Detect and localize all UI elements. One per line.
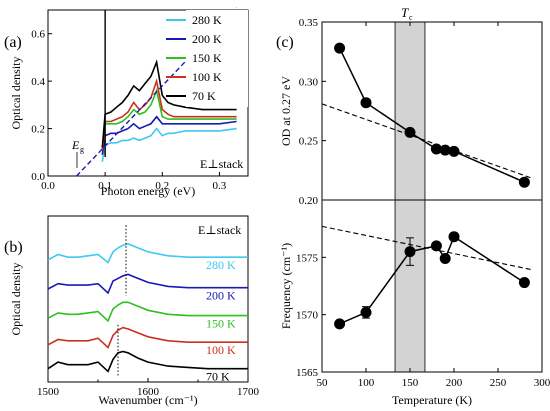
series-label: 100 K <box>206 343 236 357</box>
panel-a-ticks: 0.0 0.1 0.2 0.3 0.0 0.2 0.4 0.6 <box>31 29 227 192</box>
panel-c-frame <box>321 21 543 373</box>
panel-c-series <box>321 42 534 330</box>
panel-b-label: (b) <box>4 239 23 256</box>
data-point <box>360 306 372 318</box>
x-tick-label: 0.2 <box>155 180 169 192</box>
series-label: 280 K <box>206 258 236 272</box>
series-line <box>47 243 248 264</box>
y-tick-label: 1570 <box>296 310 319 322</box>
data-point <box>334 42 346 54</box>
panel-a-series <box>76 7 238 177</box>
y-tick-label: 0.30 <box>299 76 319 88</box>
data-point <box>430 143 442 155</box>
panel-b-ylabel: Optical density <box>9 263 23 336</box>
panel-a-legend: 280 K 200 K 150 K 100 K 70 K <box>166 10 248 107</box>
panel-c: 50 100 150 200 250 300 0.20 0.25 0.30 0.35 1565 157… <box>276 5 550 407</box>
y-tick-label: 0.4 <box>31 76 45 88</box>
panel-a-xlabel: Photon energy (eV) <box>101 184 195 198</box>
data-point <box>360 97 372 109</box>
x-tick-label: 0.3 <box>213 180 227 192</box>
legend-label: 280 K <box>192 13 222 27</box>
panel-b: 1500 1600 1700 (b) Wavenumber (cm⁻¹) Optic… <box>4 215 260 407</box>
data-line <box>338 47 525 183</box>
panel-b-series-labels: 280 K 200 K 150 K 100 K 70 K <box>206 258 236 384</box>
panel-b-series <box>47 225 248 376</box>
panel-b-xlabel: Wavenumber (cm⁻¹) <box>98 393 197 407</box>
y-tick-label: 0.0 <box>31 171 45 183</box>
x-tick-label: 200 <box>446 377 463 389</box>
gap-label-sub: g <box>80 145 84 154</box>
tc-band <box>394 21 426 373</box>
x-tick-label: 300 <box>534 377 550 389</box>
y-tick-label: 1565 <box>296 367 319 379</box>
legend-label: 70 K <box>192 89 216 103</box>
x-tick-label: 50 <box>317 377 329 389</box>
x-tick-label: 100 <box>358 377 375 389</box>
data-point <box>404 126 416 138</box>
tc-label: T <box>401 5 409 20</box>
panel-c-upper-ylabel: OD at 0.27 eV <box>279 76 293 146</box>
series-line <box>101 59 237 148</box>
series-line <box>47 273 248 295</box>
x-tick-label: 250 <box>490 377 507 389</box>
data-point <box>439 252 451 264</box>
panel-a-label: (a) <box>4 34 22 51</box>
y-tick-label: 0.2 <box>31 124 45 136</box>
legend-label: 200 K <box>192 32 222 46</box>
data-point <box>518 176 530 188</box>
panel-c-lower-ylabel: Frequency (cm⁻¹) <box>279 243 293 329</box>
x-tick-label: 1500 <box>37 386 60 398</box>
data-point <box>518 277 530 289</box>
series-label: 70 K <box>206 370 230 384</box>
panel-c-xlabel: Temperature (K) <box>392 393 472 407</box>
series-line <box>47 326 248 349</box>
series-line <box>47 301 248 323</box>
tc-label-sub: c <box>409 13 413 22</box>
y-tick-label: 0.25 <box>299 136 319 148</box>
data-point <box>334 318 346 330</box>
panel-a-ylabel: Optical density <box>9 57 23 130</box>
trend-line <box>321 103 534 180</box>
panel-a: 0.0 0.1 0.2 0.3 0.0 0.2 0.4 0.6 (a) Photon ener… <box>4 7 249 198</box>
y-tick-label: 0.20 <box>299 195 319 207</box>
data-point <box>404 246 416 258</box>
x-tick-label: 0.1 <box>98 180 112 192</box>
x-tick-label: 150 <box>402 377 419 389</box>
series-line <box>101 127 237 162</box>
legend-box <box>186 10 248 107</box>
panel-b-config: E⊥stack <box>198 223 241 237</box>
series-line <box>101 78 237 150</box>
series-line <box>47 350 248 373</box>
gap-label: E <box>71 138 80 152</box>
data-point <box>439 144 451 156</box>
x-tick-label: 1700 <box>237 386 260 398</box>
y-tick-label: 1575 <box>296 252 319 264</box>
series-label: 200 K <box>206 289 236 303</box>
y-tick-label: 0.6 <box>31 29 45 41</box>
legend-label: 100 K <box>192 70 222 84</box>
data-point <box>448 145 460 157</box>
series-label: 150 K <box>206 317 236 331</box>
panel-c-label: (c) <box>276 34 294 51</box>
x-tick-label: 0.0 <box>41 180 55 192</box>
panel-c-ticks: 50 100 150 200 250 300 0.20 0.25 0.30 0.35 1565 157… <box>296 17 550 389</box>
panel-a-config: E⊥stack <box>200 157 243 171</box>
y-tick-label: 0.35 <box>299 17 319 29</box>
series-line <box>101 115 237 155</box>
legend-label: 150 K <box>192 51 222 65</box>
data-point <box>430 240 442 252</box>
panel-b-ticks: 1500 1600 1700 <box>37 378 260 398</box>
data-point <box>448 231 460 243</box>
x-tick-label: 1600 <box>137 386 160 398</box>
series-line <box>101 87 237 150</box>
